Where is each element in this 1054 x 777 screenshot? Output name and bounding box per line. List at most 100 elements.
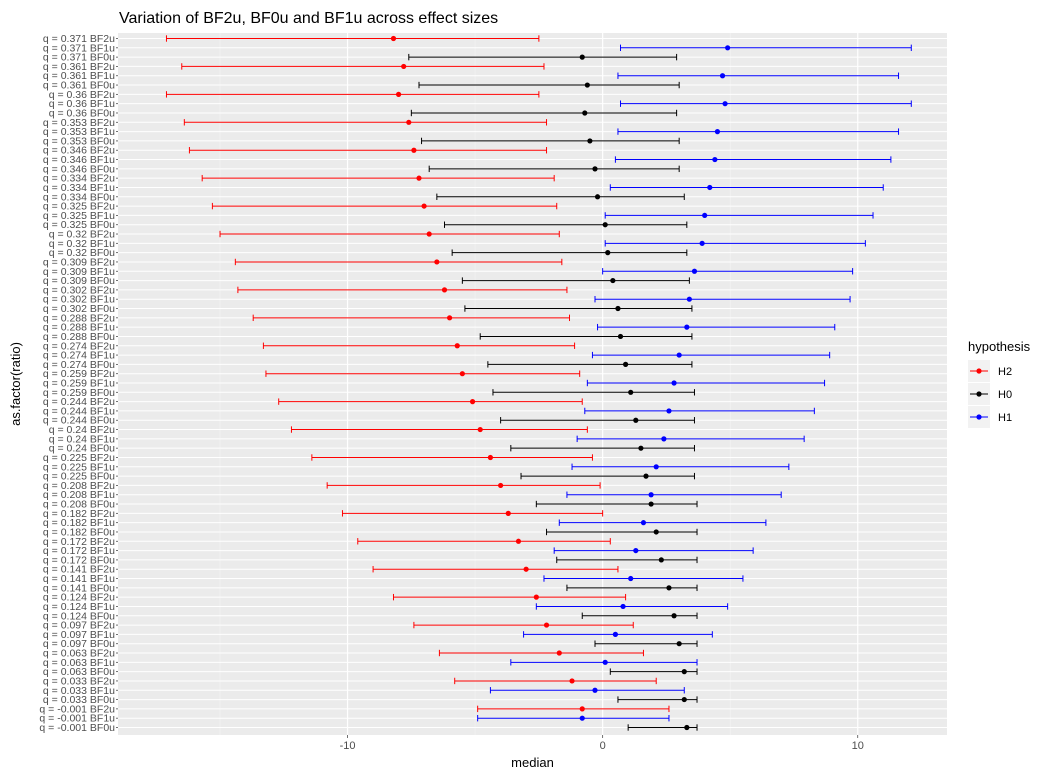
y-tick-label: q = -0.001 BF0u [39,722,115,734]
y-tick-label: q = 0.32 BF2u [49,229,115,241]
median-point [454,343,460,349]
error-bar [586,379,826,387]
y-tick-label: q = 0.259 BF0u [43,387,115,399]
y-tick-label: q = 0.325 BF2u [43,201,115,213]
median-point [640,520,647,526]
median-point [686,296,692,302]
legend-item: H0 [968,383,1012,405]
legend-key-point [976,414,982,420]
median-points [390,35,731,731]
error-bars [165,35,912,731]
y-tick-label: q = 0.36 BF0u [49,107,115,119]
error-bar [566,584,698,592]
error-bar [492,389,695,396]
y-tick-label: q = 0.259 BF1u [43,378,115,390]
error-bar [566,491,782,498]
y-tick-label: q = 0.225 BF0u [43,471,115,483]
legend-item: H1 [968,406,1012,428]
median-point [676,352,682,358]
median-point [579,715,585,721]
median-point [725,45,731,51]
error-bar [510,444,695,452]
median-point [459,371,465,377]
median-point [617,333,624,340]
median-point [411,147,417,153]
y-tick-label: q = 0.334 BF1u [43,182,115,194]
legend-key-point [976,368,982,374]
y-tick-label: q = 0.225 BF1u [43,461,115,473]
median-point [684,724,690,731]
median-point [395,91,402,97]
error-bar [201,174,555,182]
median-point [569,678,575,684]
error-bar [487,361,693,368]
median-point [615,305,621,312]
y-tick-label: q = 0.361 BF1u [43,70,115,82]
median-point [628,575,634,582]
y-tick-label: q = 0.172 BF1u [43,545,115,557]
median-point [584,82,590,88]
y-tick-label: q = 0.361 BF0u [43,80,115,92]
y-tick-label: q = 0.182 BF0u [43,526,115,538]
error-bar [571,463,790,470]
legend-key-point [976,391,982,397]
y-tick-label: q = 0.346 BF2u [43,145,115,157]
error-bar [181,63,545,70]
y-tick-label: q = 0.063 BF0u [43,666,115,678]
error-bar [477,705,670,713]
error-bar [278,398,583,405]
y-tick-label: q = 0.141 BF1u [43,573,115,585]
median-point [505,510,511,516]
x-tick-label: 10 [852,740,864,752]
y-tick-label: q = 0.32 BF1u [49,238,115,250]
y-tick-label: q = 0.124 BF1u [43,601,115,613]
y-tick-label: q = 0.274 BF1u [43,350,115,362]
error-bar [421,137,680,145]
error-bar [604,240,866,247]
median-point [666,408,672,414]
error-bar [556,556,698,564]
y-tick-label: q = 0.097 BF1u [43,629,115,641]
median-point [623,361,629,367]
error-bar [597,323,836,331]
error-bar [237,286,568,294]
y-tick-label: q = 0.124 BF0u [43,610,115,622]
y-tick-label: q = 0.309 BF0u [43,275,115,287]
median-point [594,194,601,200]
median-point [714,129,721,135]
error-bar [311,454,593,461]
y-tick-label: q = 0.172 BF2u [43,536,115,548]
legend-label: H1 [998,412,1012,424]
median-point [722,101,728,107]
median-point [666,585,672,591]
error-bar [290,426,588,433]
error-bar [234,258,563,266]
median-point [702,212,708,219]
error-bar [265,370,581,377]
y-tick-label: q = 0.063 BF2u [43,648,115,660]
y-tick-label: q = 0.302 BF2u [43,284,115,296]
y-tick-label: q = 0.172 BF0u [43,554,115,566]
error-bar [438,649,644,657]
y-tick-label: q = 0.063 BF1u [43,657,115,669]
y-tick-label: q = 0.244 BF2u [43,396,115,408]
x-axis-title: median [511,755,554,770]
error-bar [165,35,540,42]
error-bar [408,53,678,61]
median-point [487,454,494,461]
error-bar [553,547,754,554]
y-tick-label: q = 0.288 BF2u [43,312,115,324]
median-point [434,259,440,265]
y-tick-label: q = 0.334 BF2u [43,173,115,185]
y-tick-label: q = 0.274 BF0u [43,359,115,371]
error-bar [188,147,548,154]
median-point [643,473,649,479]
y-tick-label: q = 0.371 BF2u [43,33,115,45]
error-bar [413,621,634,629]
median-point [658,557,664,563]
error-bar [617,128,900,135]
y-tick-label: q = 0.24 BF2u [49,424,115,436]
error-bar [546,528,698,536]
